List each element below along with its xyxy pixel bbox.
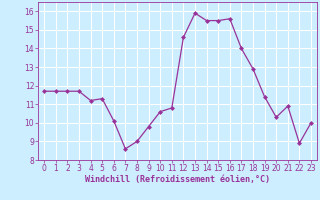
X-axis label: Windchill (Refroidissement éolien,°C): Windchill (Refroidissement éolien,°C) — [85, 175, 270, 184]
